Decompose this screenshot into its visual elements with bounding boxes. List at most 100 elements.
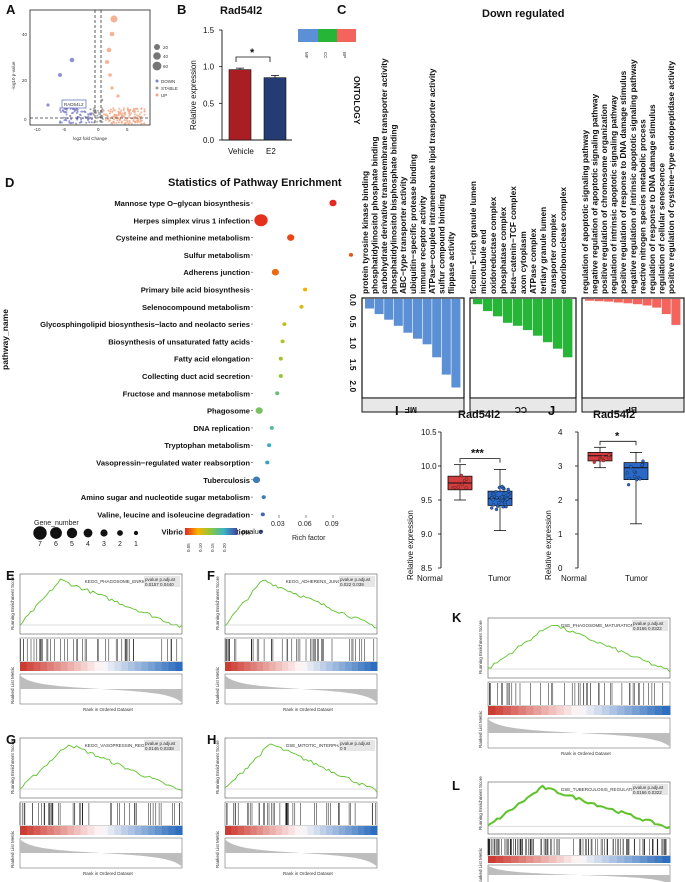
gsea-ylabel-2: Ranked List Metric xyxy=(478,710,483,748)
pathway-label: Sulfur metabolism xyxy=(184,251,250,260)
boxplot-j-y-tick-label: 2 xyxy=(558,496,563,505)
pvalue-tick: 0.15 xyxy=(210,543,215,552)
go-term-label: ATPase complex xyxy=(528,228,538,294)
go-term-label: regulation of response to DNA damage sti… xyxy=(647,104,657,294)
volcano-point xyxy=(69,107,72,110)
gsea-rank-cell xyxy=(616,706,625,715)
gsea-es-curve xyxy=(487,624,671,673)
panel-label-h: H xyxy=(207,732,216,747)
gsea-rank-cell xyxy=(548,856,557,863)
gsea-rank-cell xyxy=(231,662,239,671)
bar-e2 xyxy=(263,77,287,141)
gsea-ylabel: Running Enrichment Score xyxy=(215,740,220,794)
volcano-point xyxy=(92,112,95,115)
volcano-point xyxy=(89,112,92,115)
boxplot-i-point xyxy=(504,505,508,509)
gsea-rank-cell xyxy=(647,856,656,863)
volcano-point xyxy=(107,117,110,120)
volcano-point xyxy=(97,109,99,112)
gsea-rank-cell xyxy=(488,856,497,863)
gsea-rank-cell xyxy=(313,826,321,835)
pathway-point xyxy=(252,476,261,484)
go-bar xyxy=(563,299,573,358)
gsea-es-curve xyxy=(487,784,671,830)
volcano-point xyxy=(87,113,90,116)
gsea-term-label: GSE_TUBERCULOSIS_REGULATION xyxy=(561,787,639,792)
gene-number-legend-label: 3 xyxy=(102,541,106,548)
volcano-point xyxy=(110,86,114,90)
gene-number-legend-label: 7 xyxy=(38,541,42,548)
volcano-point xyxy=(65,113,68,116)
gsea-rank-cell xyxy=(269,662,277,671)
gsea-rank-cell xyxy=(301,826,308,835)
volcano-point xyxy=(136,121,139,124)
volcano-point xyxy=(119,112,122,115)
dotplot-x-tick-label: 0.09 xyxy=(325,521,339,528)
gsea-ylabel: Running Enrichment Score xyxy=(478,620,483,674)
gsea-rank-cell xyxy=(647,706,656,715)
gsea-xlabel: Rank in Ordered Dataset xyxy=(283,871,334,876)
gene-number-legend-label: 1 xyxy=(134,541,138,548)
gsea-rank-cell xyxy=(571,856,580,863)
volcano-point xyxy=(80,110,83,113)
boxplot-j-category: Tumor xyxy=(625,574,648,583)
up-legend-label: UP xyxy=(161,93,167,98)
go-facet-label: MF xyxy=(405,405,417,415)
volcano-point xyxy=(139,120,141,123)
gsea-rank-cell xyxy=(237,662,245,671)
gsea-rank-cell xyxy=(168,662,176,671)
gsea-term-label: KEGG_ADHERENS_JUNCTION xyxy=(286,579,352,584)
volcano-point xyxy=(71,112,73,115)
gsea-ylabel: Running Enrichment Score xyxy=(478,776,483,830)
boxplot-i-point xyxy=(491,498,495,502)
volcano-point xyxy=(140,107,143,110)
gsea-rank-cell xyxy=(161,826,170,835)
go-term-label: oxidoreductase complex xyxy=(488,196,498,294)
volcano-point xyxy=(109,108,112,111)
gsea-ylabel: Running Enrichment Score xyxy=(10,740,15,794)
volcano-point xyxy=(143,108,146,111)
gsea-stats-header: pvalue p.adjust xyxy=(340,741,371,746)
gsea-rank-cell xyxy=(541,706,550,715)
go-term-label: beta−catenin−TCF complex xyxy=(508,186,518,294)
dotplot-x-ticks: 0.03 0.06 0.09 xyxy=(271,515,339,528)
boxplot-i-sig-bracket xyxy=(459,458,501,463)
gsea-rank-cell xyxy=(101,662,109,671)
gsea-rank-cell xyxy=(269,826,277,835)
boxplot-j-y-tick-label: 0 xyxy=(558,564,563,573)
gsea-rank-cell xyxy=(121,826,129,835)
panel-label-d: D xyxy=(5,175,14,190)
go-bar xyxy=(613,299,623,303)
boxplot-j-point xyxy=(641,459,645,463)
panel-a: A RAD54L2 -10 -5 0 5 0 20 40 log2 fold C… xyxy=(6,2,178,141)
go-term-label: reactive nitrogen species metabolic proc… xyxy=(637,119,647,294)
volcano-point xyxy=(130,112,133,115)
gsea-metric-area xyxy=(20,675,182,703)
gsea-rank-cell xyxy=(601,856,610,863)
gsea-stats-values: 0.022 0.039 xyxy=(340,582,364,587)
gsea-rank-cell xyxy=(601,706,610,715)
volcano-point xyxy=(80,121,83,124)
volcano-point xyxy=(140,111,143,114)
boxplot-i-category: Tumor xyxy=(488,574,511,583)
pathway-point xyxy=(287,234,295,241)
gsea-rank-cell xyxy=(326,826,334,835)
pathway-label: Amino sugar and nucleotide sugar metabol… xyxy=(81,493,250,502)
volcano-point xyxy=(106,47,112,53)
go-term-label: positive regulation of response to DNA d… xyxy=(618,70,628,294)
volcano-point xyxy=(92,109,95,111)
boxplot-i-title: Rad54l2 xyxy=(458,409,500,421)
gene-number-legend-label: 4 xyxy=(86,541,90,548)
volcano-point xyxy=(128,120,131,122)
volcano-point xyxy=(113,118,115,121)
gsea-rank-cell xyxy=(53,662,62,671)
volcano-point xyxy=(140,122,143,125)
boxplot-i-point xyxy=(456,485,460,489)
gsea-rank-cell xyxy=(632,856,641,863)
gsea-rank-cell xyxy=(556,706,565,715)
rad54l2-callout-label: RAD54L2 xyxy=(64,102,84,107)
boxplot-j-point xyxy=(635,477,639,482)
